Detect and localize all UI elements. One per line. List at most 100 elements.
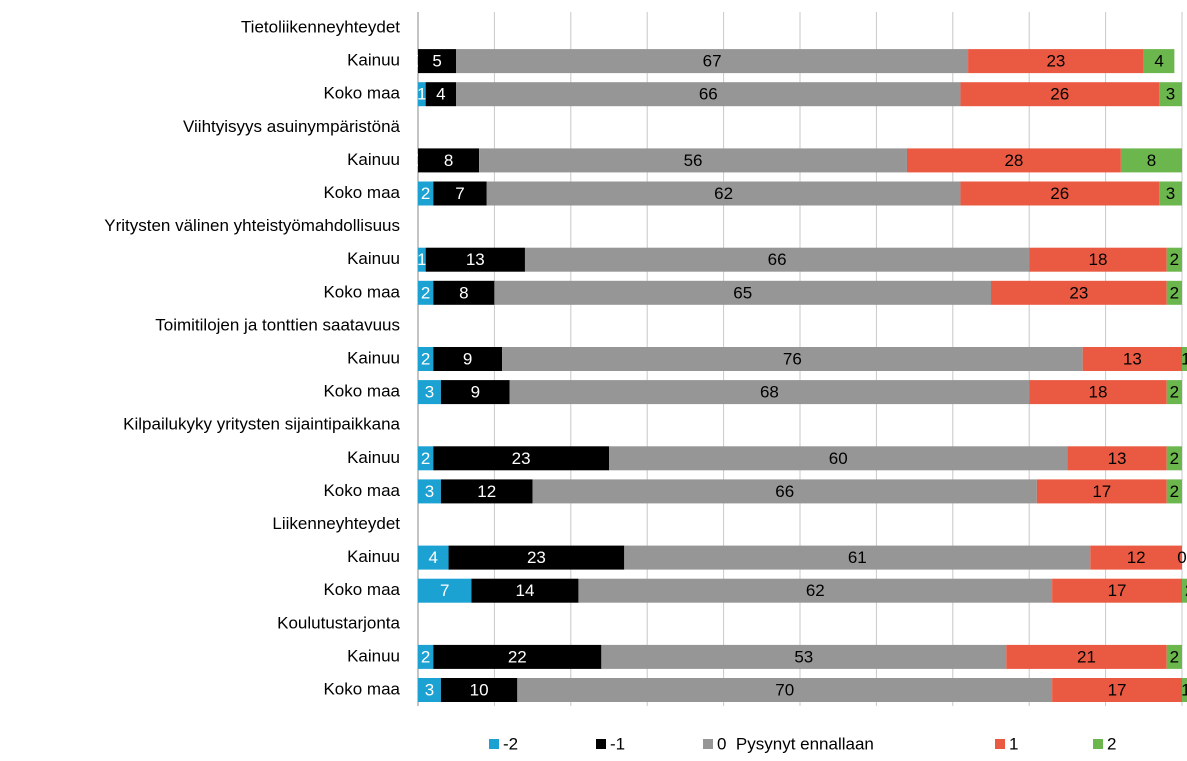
category-label: Kainuu <box>347 150 400 169</box>
value-label: 61 <box>848 548 867 567</box>
category-label: Kilpailukyky yritysten sijaintipaikkana <box>123 415 400 434</box>
bar-segment <box>1166 280 1182 305</box>
bar-segment <box>440 380 510 405</box>
category-label: Toimitilojen ja tonttien saatavuus <box>155 315 400 334</box>
value-label: 26 <box>1050 85 1069 104</box>
category-label: Koko maa <box>323 382 400 401</box>
value-label: 76 <box>783 349 802 368</box>
value-label: 5 <box>432 52 441 71</box>
value-label: 66 <box>699 85 718 104</box>
value-label: 1 <box>417 85 426 104</box>
bar-segment <box>1166 247 1182 272</box>
value-label: 3 <box>425 383 434 402</box>
category-label: Koko maa <box>323 580 400 599</box>
value-label: 2 <box>1170 449 1179 468</box>
bar-segment <box>1166 380 1182 405</box>
value-label: 2 <box>421 184 430 203</box>
value-label: 18 <box>1088 250 1107 269</box>
value-label: 2 <box>1170 647 1179 666</box>
category-label: Koko maa <box>323 481 400 500</box>
value-label: 12 <box>1127 548 1146 567</box>
bar-segment <box>418 347 434 371</box>
legend-swatch <box>1093 739 1103 749</box>
bar-segment <box>1052 578 1182 603</box>
legend-swatch <box>995 739 1005 749</box>
value-label: 0 <box>1177 548 1186 567</box>
bar-segment <box>1036 479 1167 504</box>
value-label: 2 <box>1170 250 1179 269</box>
bar-segment <box>517 678 1053 702</box>
value-label: 2 <box>1170 383 1179 402</box>
bar-segment <box>418 545 449 570</box>
bar-segment <box>418 49 457 74</box>
legend-label: 2 <box>1107 734 1116 753</box>
category-label: Koko maa <box>323 679 400 698</box>
value-label: 23 <box>527 548 546 567</box>
value-label: 8 <box>1147 151 1156 170</box>
bar-segment <box>532 479 1037 504</box>
category-label: Kainuu <box>347 249 400 268</box>
bar-segment <box>433 280 495 305</box>
bar-segment <box>1090 545 1182 570</box>
category-label: Koulutustarjonta <box>277 613 400 632</box>
value-label: 3 <box>1166 85 1175 104</box>
category-label: Kainuu <box>347 51 400 70</box>
bar-segment <box>1029 380 1167 405</box>
value-label: 68 <box>760 383 779 402</box>
bar-segment <box>1067 446 1167 471</box>
value-label: 53 <box>794 647 813 666</box>
value-label: 2 <box>1170 482 1179 501</box>
value-label: 2 <box>421 349 430 368</box>
value-label: 2 <box>1170 283 1179 302</box>
value-label: 2 <box>421 449 430 468</box>
bar-segment <box>433 181 487 206</box>
bar-segment <box>440 678 518 702</box>
legend-swatch <box>489 739 499 749</box>
value-label: 4 <box>436 85 445 104</box>
category-label: Koko maa <box>323 282 400 301</box>
bar-segment <box>418 82 426 107</box>
value-label: 3 <box>425 482 434 501</box>
value-label: 66 <box>768 250 787 269</box>
category-label: Kainuu <box>347 448 400 467</box>
category-label: Kainuu <box>347 646 400 665</box>
value-label: 17 <box>1108 581 1127 600</box>
bar-segment <box>906 148 1121 173</box>
bar-segment <box>1052 678 1182 702</box>
bar-segment <box>502 347 1083 371</box>
bar-segment <box>1159 82 1182 107</box>
bar-segment <box>1182 578 1187 603</box>
category-label: Tietoliikenneyhteydet <box>241 17 400 36</box>
bar-segment <box>448 545 625 570</box>
value-label: 18 <box>1088 383 1107 402</box>
bar-segment <box>433 347 503 371</box>
bar-segment <box>578 578 1053 603</box>
bar-segment <box>494 280 991 305</box>
bar-segment <box>418 644 434 669</box>
value-label: 7 <box>440 581 449 600</box>
value-label: 28 <box>1004 151 1023 170</box>
category-label: Kainuu <box>347 348 400 367</box>
value-label: 23 <box>512 449 531 468</box>
value-label: 1 <box>417 250 426 269</box>
value-label: 62 <box>714 184 733 203</box>
category-label: Koko maa <box>323 183 400 202</box>
value-label: 56 <box>684 151 703 170</box>
legend-label: -1 <box>610 734 625 753</box>
value-label: 10 <box>470 680 489 699</box>
value-label: 7 <box>455 184 464 203</box>
bar-segment <box>1182 678 1187 702</box>
category-label: Yritysten välinen yhteistyömahdollisuus <box>104 216 400 235</box>
legend-swatch <box>703 739 713 749</box>
bar-segment <box>418 247 426 272</box>
value-label: 13 <box>1123 349 1142 368</box>
category-label: Kainuu <box>347 547 400 566</box>
bar-segment <box>1006 644 1167 669</box>
value-label: 62 <box>806 581 825 600</box>
bar-segment <box>601 644 1007 669</box>
bar-segment <box>418 148 480 173</box>
bar-segment <box>425 247 525 272</box>
value-label: 2 <box>421 283 430 302</box>
bar-segment <box>440 479 533 504</box>
bar-segment <box>456 82 961 107</box>
